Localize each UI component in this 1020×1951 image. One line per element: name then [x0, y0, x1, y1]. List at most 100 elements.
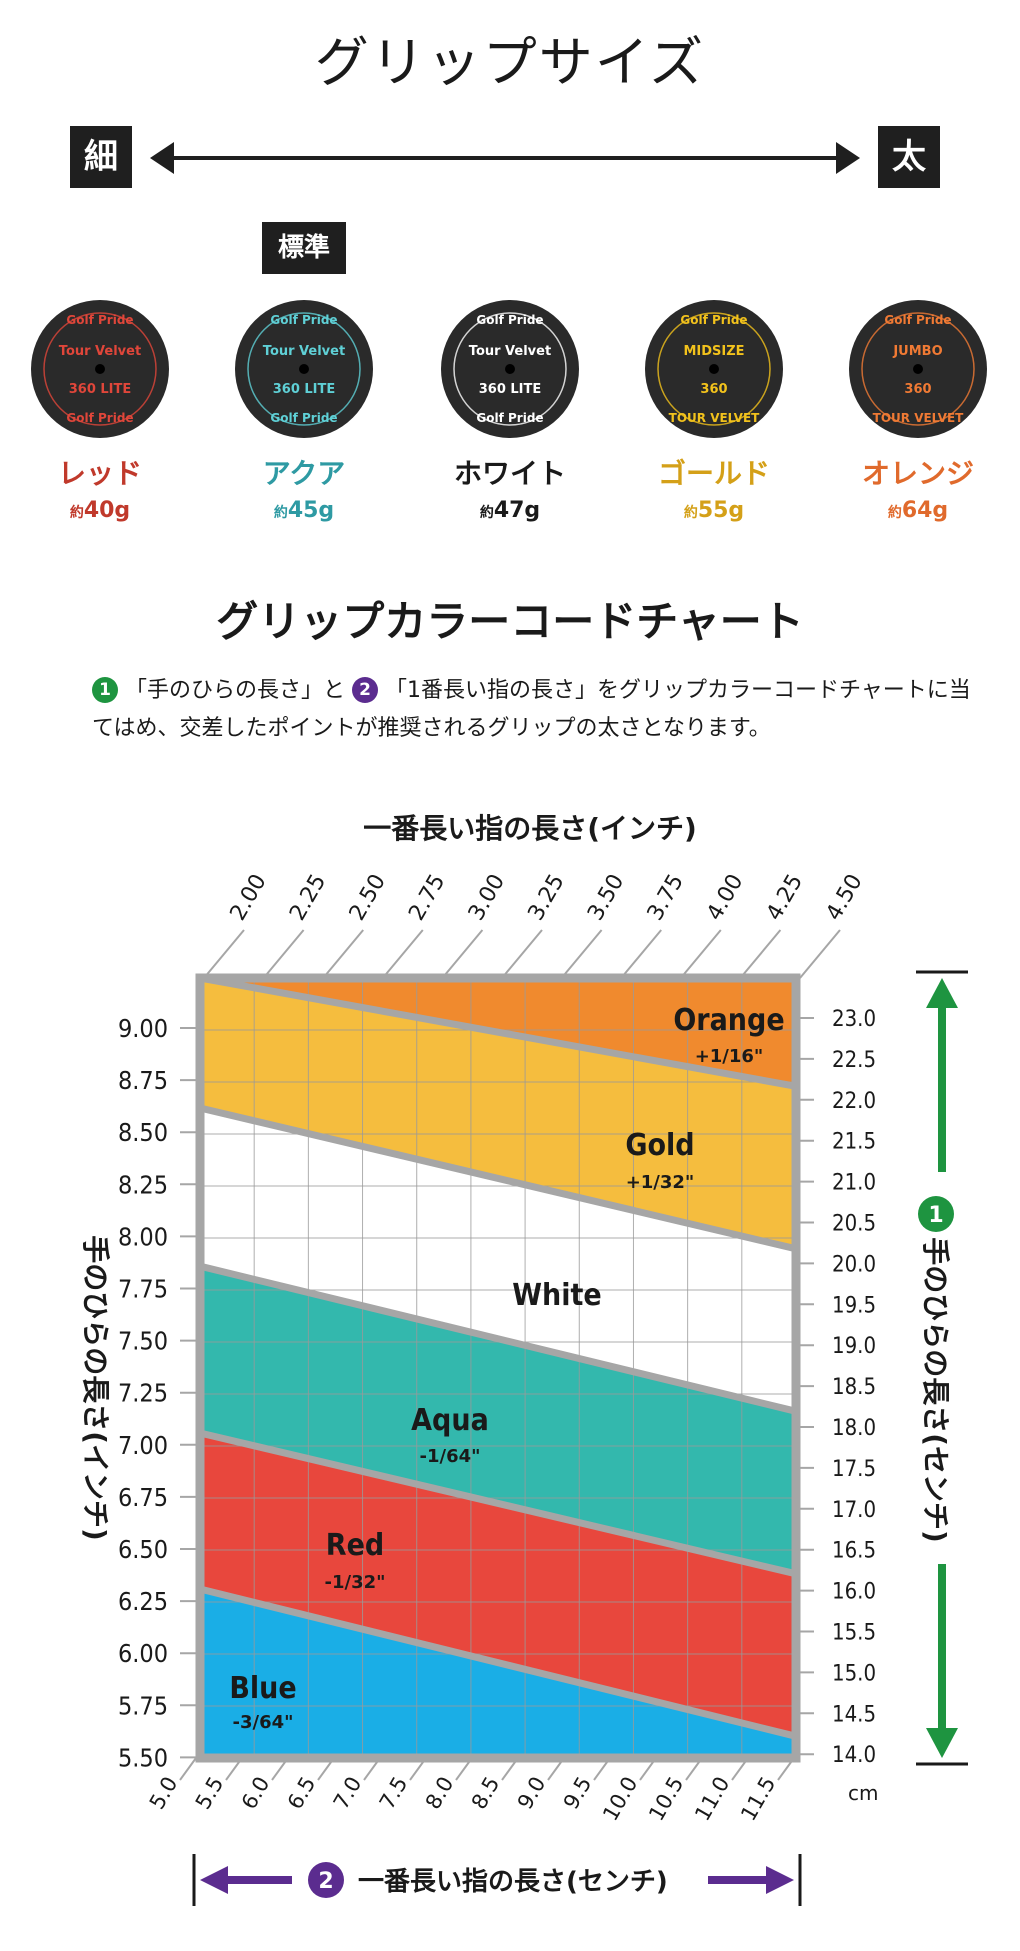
- grip-weight-value: 64g: [901, 498, 949, 523]
- palm-badge-circle: [918, 1196, 954, 1232]
- bottom-axis-tick-label: 11.0: [690, 1773, 734, 1826]
- grip-disc-text: Golf Pride: [476, 411, 543, 425]
- top-axis-tick-label: 2.25: [285, 870, 331, 925]
- palm-arrow-down: [926, 1728, 958, 1758]
- grip-name: オレンジ: [861, 457, 974, 490]
- grip-weight: 約40g: [15, 498, 185, 523]
- zone-adjust-red: -1/32": [325, 1572, 386, 1593]
- zone-gold: [200, 978, 796, 1249]
- grip-disc-1: Golf Pride Tour Velvet 360 LITE Golf Pride: [31, 300, 169, 438]
- zone-adjust-orange: +1/16": [695, 1046, 764, 1067]
- top-axis-tick: [739, 929, 782, 979]
- size-scale-arrow: [150, 142, 860, 174]
- grip-disc-text: TOUR VELVET: [873, 411, 965, 425]
- left-axis-tick-label: 6.75: [118, 1483, 168, 1512]
- right-axis-tick-label: 19.5: [832, 1293, 876, 1318]
- top-axis-tick: [501, 929, 543, 979]
- left-axis-tick-label: 8.50: [118, 1118, 168, 1147]
- grip-name: ゴールド: [657, 457, 770, 490]
- bottom-axis-tick: [639, 1757, 657, 1781]
- bottom-axis-unit: cm: [848, 1781, 878, 1805]
- zone-label-white: White: [512, 1278, 601, 1313]
- left-axis-tick-label: 7.50: [118, 1327, 168, 1356]
- left-axis-tick-label: 6.00: [118, 1639, 168, 1668]
- top-axis-tick-label: 3.00: [464, 870, 510, 925]
- chart-description: 1 「手のひらの長さ」と 2 「1番長い指の長さ」をグリップカラーコードチャート…: [92, 672, 972, 748]
- bottom-axis-tick: [179, 1757, 197, 1781]
- bottom-axis-title: 一番長い指の長さ(センチ): [358, 1867, 668, 1897]
- bottom-axis-tick: [409, 1757, 427, 1781]
- grip-weight-prefix: 約: [479, 505, 494, 521]
- grip-disc-text: Golf Pride: [270, 313, 337, 327]
- grip-weight-value: 47g: [493, 498, 541, 523]
- description-part1: 「手のひらの長さ」と: [125, 678, 346, 703]
- finger-arrow-left: [200, 1866, 228, 1894]
- zone-boundary-line: [199, 1585, 797, 1740]
- zone-adjust-blue: -3/64": [233, 1712, 294, 1733]
- top-axis-tick-label: 2.75: [404, 870, 450, 925]
- bottom-axis-tick-label: 6.0: [237, 1773, 274, 1814]
- grip-disc-text: TOUR VELVET: [669, 411, 761, 425]
- left-axis-tick-label: 8.00: [118, 1222, 168, 1251]
- grip-weight-value: 45g: [287, 498, 335, 523]
- top-axis-tick-label: 4.00: [702, 870, 748, 925]
- top-axis-tick: [203, 929, 245, 979]
- palm-step-badge: 1: [92, 677, 118, 703]
- grip-name: アクア: [262, 457, 346, 490]
- bottom-axis-tick-label: 10.5: [644, 1773, 688, 1826]
- zone-boundary-line: [199, 1429, 797, 1578]
- bottom-axis-tick: [317, 1757, 335, 1781]
- zone-aqua: [200, 1266, 796, 1574]
- grip-color-chart: Blue -3/64" Red -1/32" Aqua -1/64" White Gold +1…: [79, 812, 968, 1906]
- palm-arrow-up: [926, 978, 958, 1008]
- top-axis-tick: [620, 929, 662, 979]
- grip-disc-3: Golf Pride Tour Velvet 360 LITE Golf Pride: [441, 300, 579, 438]
- finger-badge-number: 2: [318, 1869, 333, 1894]
- chart-title: グリップカラーコードチャート: [216, 597, 804, 646]
- thick-label: 太: [878, 126, 940, 188]
- top-axis-tick-label: 3.75: [643, 870, 689, 925]
- left-axis-tick-label: 7.00: [118, 1431, 168, 1460]
- right-axis-tick-label: 21.5: [832, 1130, 876, 1155]
- top-axis-tick-label: 4.25: [762, 870, 808, 925]
- zone-label-aqua: Aqua: [411, 1403, 489, 1438]
- top-axis-tick-label: 2.50: [345, 870, 391, 925]
- grip-disc-text: Golf Pride: [476, 313, 543, 327]
- right-axis-tick-label: 14.5: [832, 1702, 876, 1727]
- bottom-axis-tick-label: 7.0: [329, 1773, 366, 1814]
- top-axis-tick: [262, 929, 305, 979]
- top-axis-title: 一番長い指の長さ(インチ): [363, 812, 697, 845]
- zone-boundary-line: [199, 1104, 797, 1253]
- right-axis-tick-label: 23.0: [832, 1007, 876, 1032]
- bottom-axis-tick: [271, 1757, 289, 1781]
- left-axis-tick-label: 7.25: [118, 1379, 168, 1408]
- grip-disc-text: Golf Pride: [680, 313, 747, 327]
- right-axis-tick-label: 16.0: [832, 1580, 876, 1605]
- grip-disc-text: Tour Velvet: [469, 344, 551, 359]
- zone-orange: [200, 978, 796, 1087]
- description-part2: 「1番長い指の長さ」をグリップカラーコードチャートに当てはめ、交差したポイントが…: [92, 678, 971, 741]
- left-axis-tick-label: 6.25: [118, 1587, 168, 1616]
- grip-weight: 約55g: [629, 498, 799, 523]
- top-axis-tick-label: 2.00: [226, 870, 272, 925]
- right-axis-tick-label: 22.5: [832, 1048, 876, 1073]
- right-axis-tick-label: 15.0: [832, 1661, 876, 1686]
- grip-disc-text: MIDSIZE: [683, 344, 744, 359]
- grip-disc-text: 360: [904, 382, 931, 397]
- zone-label-gold: Gold: [625, 1128, 694, 1163]
- top-axis-tick-label: 4.50: [822, 870, 868, 925]
- finger-arrow-right: [766, 1866, 794, 1894]
- grip-weight: 約45g: [219, 498, 389, 523]
- zone-label-red: Red: [326, 1528, 384, 1563]
- left-axis-tick-label: 9.00: [118, 1014, 168, 1043]
- grip-disc-text: Tour Velvet: [59, 344, 141, 359]
- bottom-axis-tick: [225, 1757, 243, 1781]
- left-axis-tick-label: 7.75: [118, 1275, 168, 1304]
- top-axis-tick-label: 3.25: [524, 870, 570, 925]
- grip-disc-text: JUMBO: [892, 344, 942, 359]
- bottom-axis-tick: [731, 1757, 749, 1781]
- grip-disc-text: Golf Pride: [66, 411, 133, 425]
- bottom-axis-tick-label: 10.0: [598, 1773, 642, 1826]
- left-axis-title: 手のひらの長さ(インチ): [79, 1235, 112, 1541]
- top-axis-tick: [799, 929, 841, 979]
